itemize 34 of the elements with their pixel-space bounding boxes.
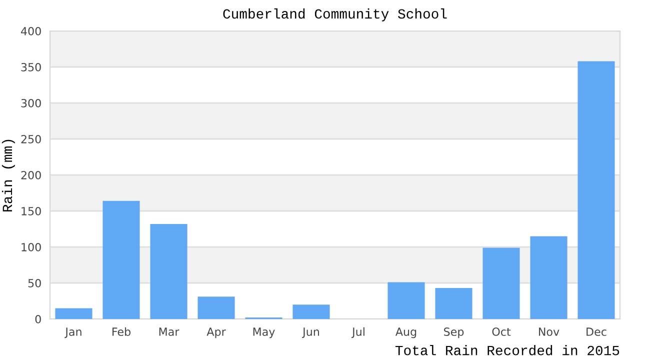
y-tick-label: 350 <box>21 62 41 72</box>
x-tick-label: Mar <box>159 328 180 336</box>
bar <box>198 296 235 319</box>
bar <box>435 288 472 319</box>
y-tick-label: 100 <box>22 242 41 252</box>
y-axis-title: Rain (mm) <box>2 140 15 212</box>
x-tick-label: May <box>253 328 275 338</box>
bar <box>388 282 425 319</box>
y-tick-label: 300 <box>21 98 41 108</box>
y-tick-label: 150 <box>22 206 41 216</box>
x-tick-label: Sep <box>444 328 464 338</box>
x-tick-label: Jul <box>351 327 364 338</box>
y-tick-label: 250 <box>21 134 41 144</box>
x-tick-label: Jan <box>64 328 82 338</box>
y-tick-label: 400 <box>21 26 41 36</box>
x-tick-label: Oct <box>492 328 511 336</box>
x-tick-label: Apr <box>206 328 226 338</box>
bar <box>530 236 568 319</box>
y-tick-label: 0 <box>35 314 41 324</box>
x-tick-label: Aug <box>395 328 416 338</box>
bar <box>102 200 140 319</box>
bar <box>292 304 330 319</box>
x-tick-label: Dec <box>586 328 606 336</box>
y-tick-label: 200 <box>21 170 41 180</box>
x-tick-label: Feb <box>112 327 130 336</box>
chart-title: Cumberland Community School <box>223 8 447 22</box>
x-tick-label: Jun <box>302 328 319 338</box>
x-tick-label: Nov <box>538 328 560 336</box>
bar <box>578 61 615 319</box>
bar <box>55 308 92 319</box>
bar <box>482 248 520 319</box>
y-tick-label: 50 <box>28 278 41 288</box>
text: Total Rain Recorded in 2015 <box>395 345 620 356</box>
bar <box>150 224 188 319</box>
